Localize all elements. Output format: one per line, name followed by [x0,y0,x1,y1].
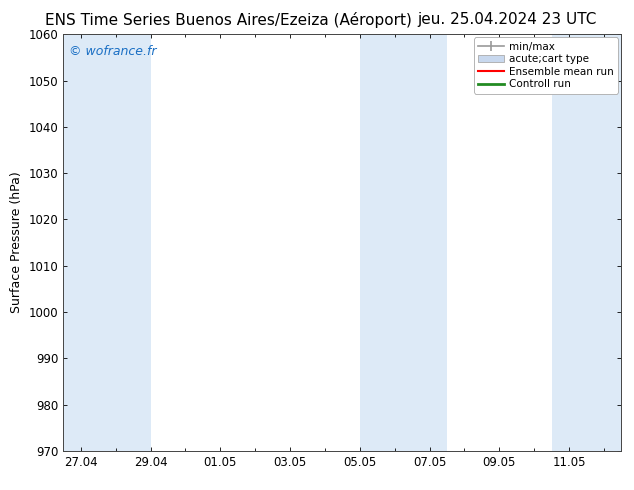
Bar [63,34,150,451]
Text: © wofrance.fr: © wofrance.fr [69,45,157,58]
Bar [552,34,621,451]
Text: jeu. 25.04.2024 23 UTC: jeu. 25.04.2024 23 UTC [418,12,597,27]
Bar [359,34,447,451]
Y-axis label: Surface Pressure (hPa): Surface Pressure (hPa) [10,172,23,314]
Legend: min/max, acute;cart type, Ensemble mean run, Controll run: min/max, acute;cart type, Ensemble mean … [474,37,618,94]
Text: ENS Time Series Buenos Aires/Ezeiza (Aéroport): ENS Time Series Buenos Aires/Ezeiza (Aér… [45,12,411,28]
